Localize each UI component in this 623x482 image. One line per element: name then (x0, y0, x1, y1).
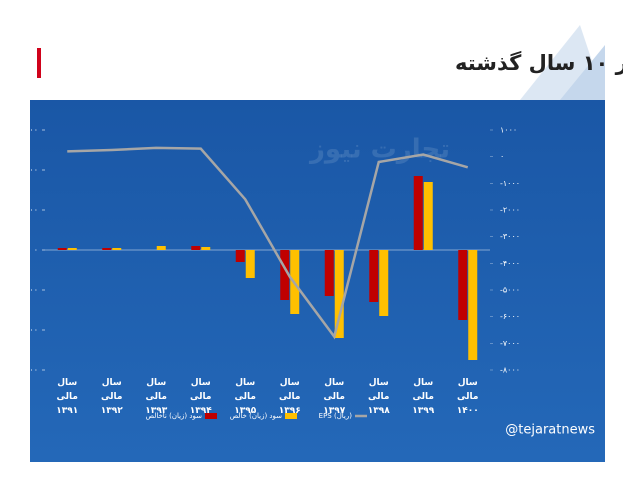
bar (280, 250, 290, 300)
legend-label: EPS (ریال) (319, 412, 353, 420)
y-tick-label: ۰ (34, 246, 38, 255)
chart-panel (30, 100, 605, 462)
bar (379, 250, 389, 316)
y2-tick-label: ۱۰۰۰ (500, 126, 517, 135)
y-tick-label: -۲,۰۰۰ (15, 286, 38, 295)
bar (369, 250, 379, 302)
y2-tick-label: ۰ (500, 152, 504, 161)
bar (57, 248, 67, 250)
bar (102, 248, 112, 250)
y-tick-label: ۶,۰۰۰ (18, 126, 38, 135)
bar (245, 250, 255, 278)
y2-tick-label: -۶۰۰۰ (500, 312, 520, 321)
y-tick-label: -۴,۰۰۰ (15, 326, 38, 335)
y2-tick-label: -۱۰۰۰ (500, 179, 520, 188)
bar (468, 250, 478, 360)
bar (156, 246, 166, 250)
chart-title: سود و زیان بانک دی در ۱۰ سال گذشته (455, 50, 623, 75)
x-tick-label: سال مالی ۱۳۹۱ (56, 378, 79, 416)
x-tick-label: سال مالی ۱۳۹۹ (412, 378, 435, 416)
bar (324, 250, 334, 296)
y2-tick-label: -۳۰۰۰ (500, 232, 520, 241)
y-tick-label: ۴,۰۰۰ (18, 166, 38, 175)
y-axis-label: میلیارد تومان (16, 131, 24, 169)
legend-label: سود (زیان) خالص (230, 412, 282, 420)
y2-tick-label: -۷۰۰۰ (500, 339, 520, 348)
x-tick-label: سال مالی ۱۴۰۰ (456, 378, 479, 416)
x-tick-label: سال مالی ۱۳۹۶ (278, 378, 301, 416)
x-tick-label: سال مالی ۱۳۹۸ (367, 378, 390, 416)
bar (458, 250, 468, 320)
line (67, 146, 469, 340)
source: @tejaratnews (505, 423, 595, 438)
x-tick-label: سال مالی ۱۳۹۴ (189, 378, 212, 416)
bar (191, 246, 201, 250)
x-tick-label: سال مالی ۱۳۹۳ (145, 378, 168, 416)
decoration (560, 45, 605, 100)
y2-tick-label: -۲۰۰۰ (500, 206, 520, 215)
bar (235, 250, 245, 262)
bar (334, 250, 344, 338)
y2-tick-label: -۴۰۰۰ (500, 259, 520, 268)
bar (67, 248, 77, 250)
legend-swatch (205, 413, 217, 419)
y-tick-label: -۶,۰۰۰ (15, 366, 38, 375)
bar (112, 248, 122, 250)
x-tick-label: سال مالی ۱۳۹۷ (323, 378, 346, 416)
bar (423, 182, 433, 250)
y2-tick-label: -۵۰۰۰ (500, 286, 520, 295)
x-tick-label: سال مالی ۱۳۹۲ (100, 378, 123, 416)
x-tick-label: سال مالی ۱۳۹۵ (234, 378, 257, 416)
legend-label: سود (زیان) ناخالص (146, 412, 202, 420)
bar (201, 247, 211, 250)
watermark: تجارت نیوز (308, 135, 450, 165)
legend-swatch (285, 413, 297, 419)
y2-tick-label: -۸۰۰۰ (500, 366, 520, 375)
y-tick-label: ۲,۰۰۰ (18, 206, 38, 215)
title-accent (37, 48, 41, 78)
bar (413, 176, 423, 250)
